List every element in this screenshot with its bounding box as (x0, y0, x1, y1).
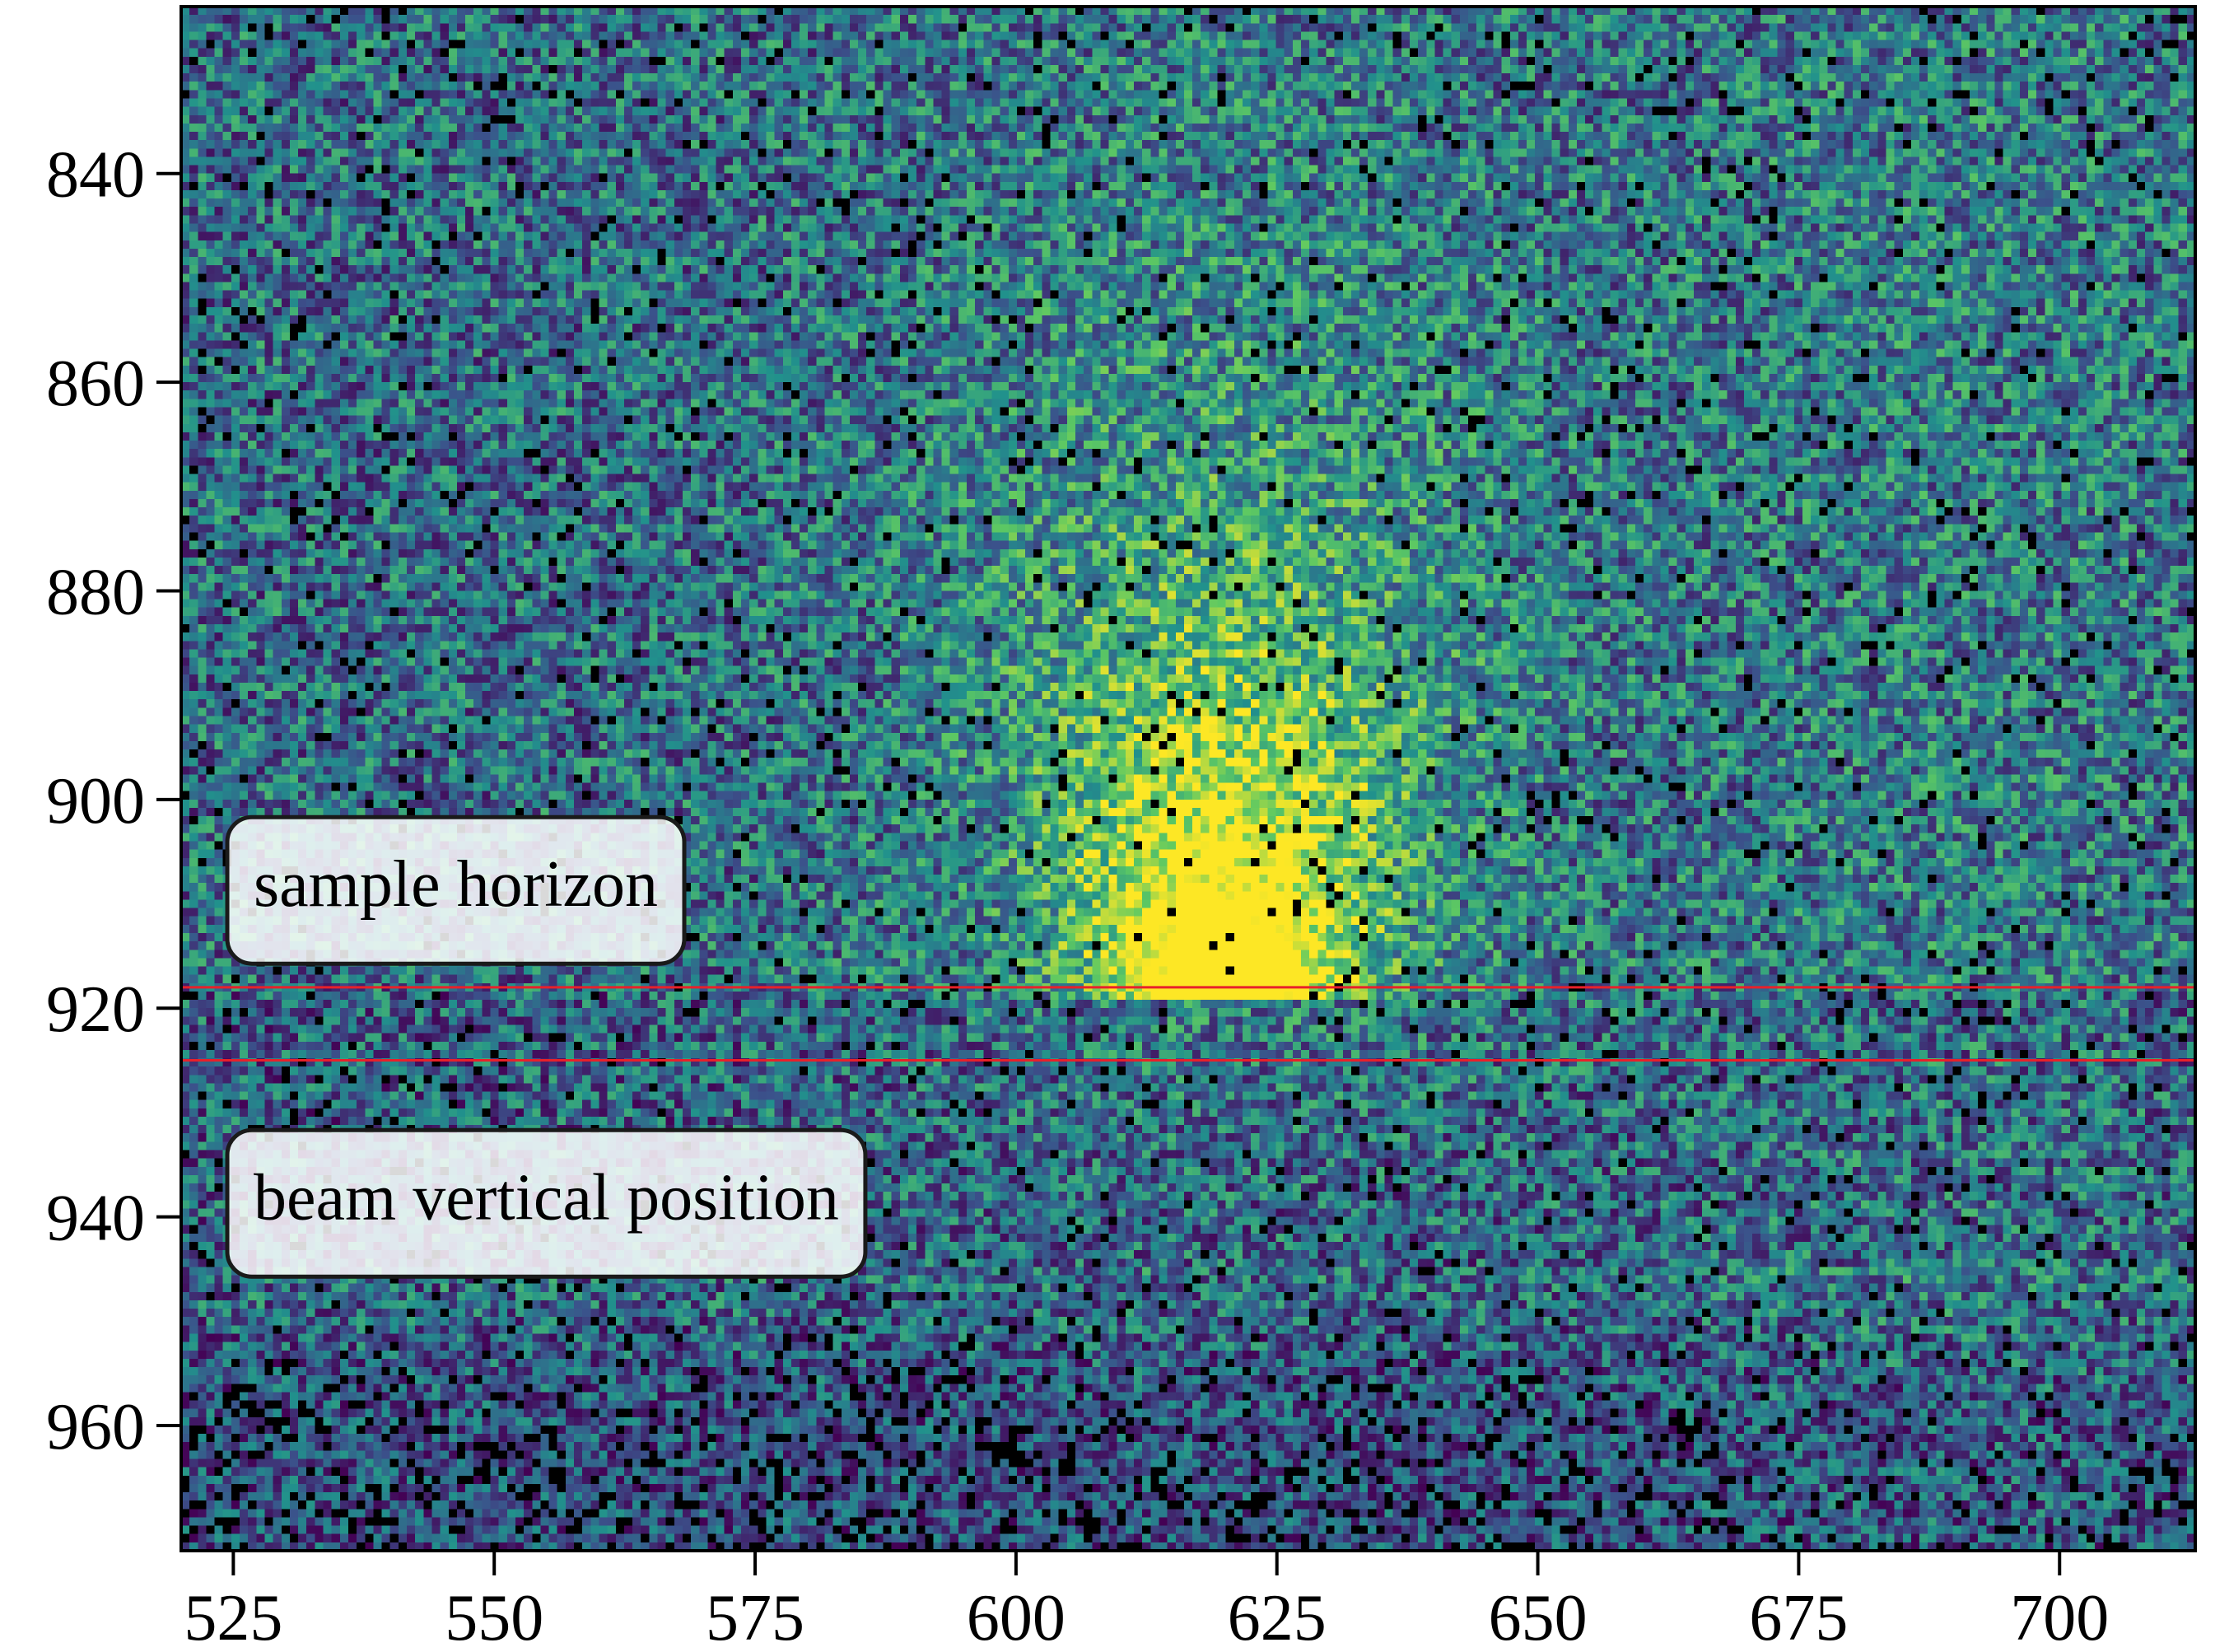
y-tick-label: 960 (46, 1391, 145, 1463)
annotations-layer: sample horizon beam vertical position (225, 814, 868, 1279)
y-tick-label: 840 (46, 139, 145, 212)
x-tick-label: 700 (2010, 1582, 2109, 1652)
y-axis: 840 860 880 900 920 940 960 (46, 139, 181, 1463)
plot-frame (180, 5, 2197, 1552)
annotation-box (225, 814, 687, 966)
intensity-heatmap (181, 7, 2195, 1551)
y-tick-label: 900 (46, 765, 145, 838)
annotation-label: sample horizon (254, 848, 658, 921)
annotation: sample horizon (225, 814, 687, 966)
y-tick-label: 880 (46, 556, 145, 628)
annotation-label: beam vertical position (254, 1161, 839, 1234)
x-tick-label: 575 (706, 1582, 804, 1652)
x-tick-label: 525 (184, 1582, 282, 1652)
y-tick-label: 940 (46, 1183, 145, 1255)
x-tick-label: 650 (1489, 1582, 1588, 1652)
x-tick-label: 550 (445, 1582, 543, 1652)
x-tick-label: 600 (967, 1582, 1066, 1652)
y-tick-label: 920 (46, 973, 145, 1046)
x-axis: 525 550 575 600 625 650 675 700 (184, 1551, 2109, 1652)
y-tick-label: 860 (46, 348, 145, 420)
annotation-box (225, 1127, 868, 1279)
x-tick-label: 675 (1749, 1582, 1848, 1652)
x-tick-label: 625 (1228, 1582, 1327, 1652)
annotation: beam vertical position (225, 1127, 868, 1279)
reference-lines-layer (181, 986, 2195, 1062)
